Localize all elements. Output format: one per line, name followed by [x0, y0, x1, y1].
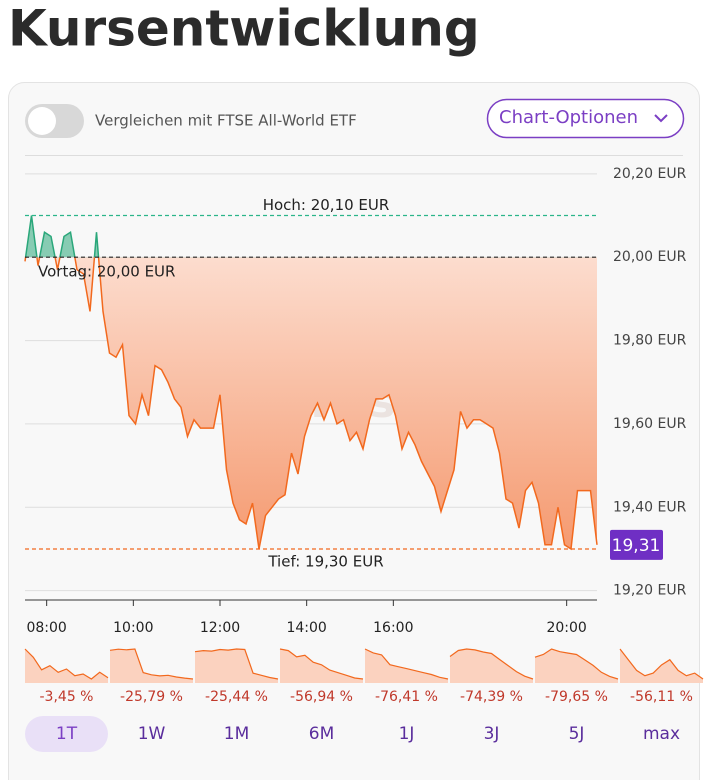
period-change: -56,94 % — [290, 689, 353, 705]
period-sparklines: -3,45 % 1T -25,79 % 1W -25,44 % 1M -56,94 % 6M -… — [24, 648, 704, 752]
last-price-label: 19,31 — [612, 536, 661, 556]
area-above — [25, 215, 99, 258]
period-change: -76,41 % — [375, 689, 438, 705]
period-button[interactable]: 1W — [138, 724, 166, 744]
period-change: -56,11 % — [630, 689, 693, 705]
period-change: -25,44 % — [205, 689, 268, 705]
period-button[interactable]: max — [643, 724, 680, 744]
sparkline — [449, 648, 534, 680]
area-below — [25, 257, 597, 549]
period-button[interactable]: 3J — [484, 724, 500, 744]
sparkline-area — [25, 649, 108, 683]
sparkline-area — [450, 649, 533, 683]
options-button[interactable] — [486, 98, 685, 139]
sparkline-area — [535, 649, 618, 683]
x-tick-label: 08:00 — [26, 620, 66, 636]
baseline-label: Vortag: 20,00 EUR — [38, 263, 175, 281]
y-tick-label: 20,20 EUR — [613, 166, 687, 182]
sparkline — [619, 648, 704, 680]
period-button[interactable]: 1M — [224, 724, 249, 744]
compare-toggle[interactable] — [25, 104, 84, 138]
x-tick-label: 16:00 — [373, 620, 413, 636]
period-button[interactable]: 1J — [399, 724, 415, 744]
sparkline — [364, 648, 449, 680]
period-change: -25,79 % — [120, 689, 183, 705]
page-title: Kursentwicklung — [8, 0, 480, 58]
period-change: -74,39 % — [460, 689, 523, 705]
period-button[interactable]: 1T — [56, 724, 78, 744]
x-tick-label: 14:00 — [286, 620, 326, 636]
period-change: -3,45 % — [40, 689, 94, 705]
sparkline — [534, 648, 619, 680]
annotation-label: Tief: 19,30 EUR — [267, 552, 383, 570]
sparkline — [194, 648, 279, 680]
sparkline — [24, 648, 109, 680]
y-tick-label: 19,20 EUR — [613, 583, 687, 599]
sparkline — [279, 648, 364, 680]
last-price-badge — [610, 529, 663, 560]
period-change: -79,65 % — [545, 689, 608, 705]
options-label: Chart-Optionen — [499, 107, 638, 128]
sparkline — [109, 648, 194, 680]
annotation-label: Hoch: 20,10 EUR — [263, 196, 390, 214]
period-selected-bg — [25, 716, 108, 752]
y-tick-label: 19,80 EUR — [613, 333, 687, 349]
y-tick-label: 19,40 EUR — [613, 499, 687, 515]
sparkline-area — [110, 649, 193, 683]
x-tick-label: 12:00 — [200, 620, 240, 636]
y-tick-label: 20,00 EUR — [613, 249, 687, 265]
sparkline-area — [365, 649, 448, 683]
price-line-below — [24, 257, 598, 551]
y-tick-label: 19,60 EUR — [613, 416, 687, 432]
x-tick-label: 10:00 — [113, 620, 153, 636]
x-tick-label: 20:00 — [546, 620, 586, 636]
period-button[interactable]: 5J — [569, 724, 585, 744]
sparkline-area — [620, 649, 703, 683]
toggle-label: Vergleichen mit FTSE All-World ETF — [95, 112, 357, 130]
period-button[interactable]: 6M — [309, 724, 334, 744]
